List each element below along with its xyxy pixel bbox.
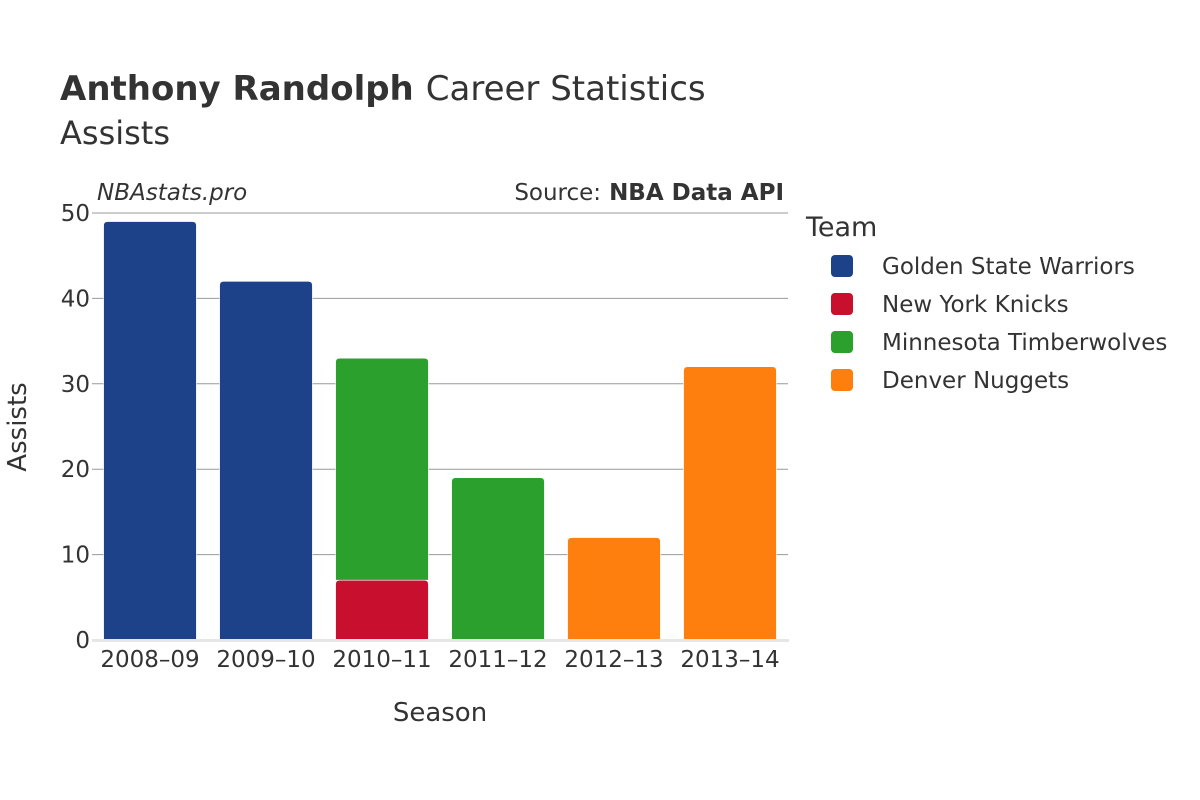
- bar-segment[interactable]: [219, 281, 313, 641]
- y-tick-label: 40: [61, 286, 90, 312]
- source-credit: Source: NBA Data API: [514, 180, 784, 206]
- y-tick-label: 30: [61, 372, 90, 398]
- legend-label[interactable]: New York Knicks: [882, 292, 1069, 318]
- x-tick-label: 2012–13: [564, 647, 663, 673]
- y-tick-label: 50: [61, 201, 90, 227]
- bar-segment[interactable]: [567, 537, 661, 641]
- bars: [103, 221, 777, 641]
- bar-segment[interactable]: [103, 221, 197, 641]
- site-credit: NBAstats.pro: [97, 180, 247, 206]
- y-tick-label: 0: [75, 628, 90, 654]
- x-tick-label: 2008–09: [100, 647, 199, 673]
- legend-label[interactable]: Denver Nuggets: [882, 368, 1069, 394]
- x-tick-label: 2010–11: [332, 647, 431, 673]
- x-tick-label: 2009–10: [216, 647, 315, 673]
- chart-subtitle: Assists: [60, 114, 170, 152]
- legend-label[interactable]: Golden State Warriors: [882, 254, 1135, 280]
- y-axis-ticks: 0 10 20 30 40 50: [61, 201, 90, 654]
- chart-title-player: Anthony Randolph: [60, 69, 414, 109]
- bar-segment[interactable]: [451, 477, 545, 641]
- chart-title-suffix: Career Statistics: [426, 69, 706, 109]
- legend-swatch[interactable]: [831, 369, 853, 391]
- legend-swatch[interactable]: [831, 255, 853, 277]
- source-name: NBA Data API: [609, 180, 784, 206]
- bar-segment[interactable]: [335, 579, 429, 641]
- legend: Golden State Warriors New York Knicks Minn…: [831, 254, 1167, 394]
- bar-segment[interactable]: [335, 357, 429, 581]
- legend-title: Team: [805, 212, 877, 243]
- legend-swatch[interactable]: [831, 331, 853, 353]
- source-prefix: Source:: [514, 180, 601, 206]
- x-axis-baseline: [92, 639, 789, 642]
- x-axis-ticks: 2008–09 2009–10 2010–11 2011–12 2012–13 2013–…: [100, 647, 779, 673]
- chart-title: Anthony Randolph Career Statistics: [60, 69, 706, 109]
- y-tick-label: 10: [61, 543, 90, 569]
- bar-segment[interactable]: [683, 366, 777, 641]
- gridlines: [92, 212, 788, 556]
- y-tick-label: 20: [61, 457, 90, 483]
- y-axis-title: Assists: [3, 382, 33, 471]
- x-tick-label: 2013–14: [680, 647, 779, 673]
- legend-label[interactable]: Minnesota Timberwolves: [882, 330, 1167, 356]
- legend-swatch[interactable]: [831, 293, 853, 315]
- x-tick-label: 2011–12: [448, 647, 547, 673]
- x-axis-title: Season: [393, 698, 487, 728]
